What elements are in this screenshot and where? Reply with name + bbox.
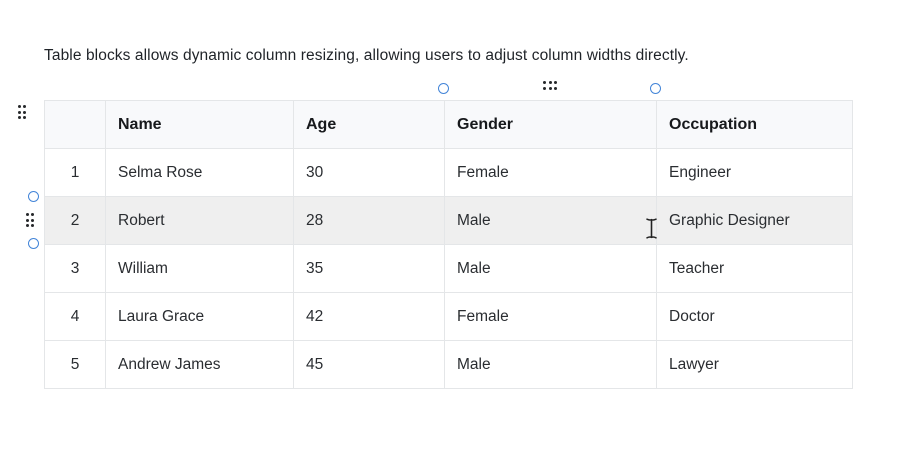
cell-age[interactable]: 42 [293, 292, 445, 341]
cell-name[interactable]: Andrew James [105, 340, 294, 389]
cell-occupation[interactable]: Teacher [656, 244, 853, 293]
cell-age[interactable]: 45 [293, 340, 445, 389]
row-boundary-marker-top[interactable] [27, 191, 39, 202]
cell-gender[interactable]: Male [444, 340, 657, 389]
cell-occupation[interactable]: Engineer [656, 148, 853, 197]
table-row: 4 Laura Grace 42 Female Doctor [44, 292, 853, 341]
table-row: 5 Andrew James 45 Male Lawyer [44, 340, 853, 389]
header-cell-row-number[interactable] [44, 100, 106, 149]
row-drag-handle-icon[interactable] [25, 213, 34, 227]
cell-name[interactable]: William [105, 244, 294, 293]
table-row: 1 Selma Rose 30 Female Engineer [44, 148, 853, 197]
cell-name[interactable]: Selma Rose [105, 148, 294, 197]
cell-age[interactable]: 35 [293, 244, 445, 293]
cell-occupation[interactable]: Graphic Designer [656, 196, 853, 245]
cell-gender[interactable]: Female [444, 148, 657, 197]
cell-gender[interactable]: Male [444, 196, 657, 245]
cell-name[interactable]: Robert [105, 196, 294, 245]
cell-age[interactable]: 30 [293, 148, 445, 197]
header-cell-age[interactable]: Age [293, 100, 445, 149]
header-cell-name[interactable]: Name [105, 100, 294, 149]
row-number-cell: 4 [44, 292, 106, 341]
header-cell-gender[interactable]: Gender [444, 100, 657, 149]
cell-occupation[interactable]: Lawyer [656, 340, 853, 389]
data-table: Name Age Gender Occupation 1 Selma Rose … [44, 100, 853, 389]
table-row-highlighted: 2 Robert 28 Male Graphic Designer [44, 196, 853, 245]
cell-occupation[interactable]: Doctor [656, 292, 853, 341]
row-number-cell: 5 [44, 340, 106, 389]
header-row: Name Age Gender Occupation [44, 100, 853, 149]
header-cell-occupation[interactable]: Occupation [656, 100, 853, 149]
column-drag-handle-icon[interactable] [543, 81, 557, 90]
cell-age[interactable]: 28 [293, 196, 445, 245]
row-number-cell: 3 [44, 244, 106, 293]
table-row: 3 William 35 Male Teacher [44, 244, 853, 293]
block-drag-handle-icon[interactable] [17, 105, 26, 119]
row-boundary-marker-bottom[interactable] [27, 238, 39, 249]
cell-gender[interactable]: Female [444, 292, 657, 341]
cell-name[interactable]: Laura Grace [105, 292, 294, 341]
row-number-cell: 2 [44, 196, 106, 245]
column-boundary-marker-right[interactable] [650, 82, 661, 94]
row-number-cell: 1 [44, 148, 106, 197]
cell-gender[interactable]: Male [444, 244, 657, 293]
intro-text[interactable]: Table blocks allows dynamic column resiz… [44, 47, 689, 64]
column-boundary-marker-left[interactable] [438, 82, 449, 94]
